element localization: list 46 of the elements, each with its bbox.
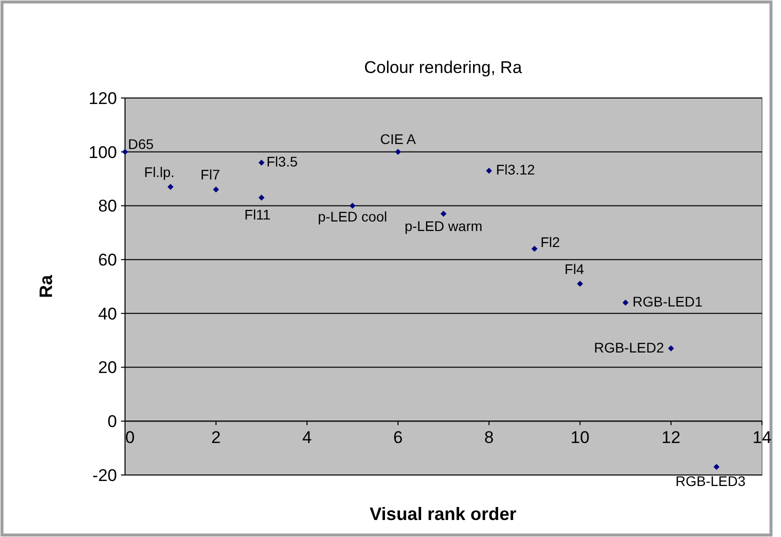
annotation: Fl2 (540, 234, 560, 250)
annotation: RGB-LED2 (594, 339, 664, 356)
y-tick-label: 120 (88, 88, 117, 108)
chart-title: Colour rendering, Ra (364, 58, 522, 77)
y-tick-label: 20 (98, 358, 117, 378)
annotation: Fl.lp. (144, 164, 174, 180)
y-tick-label: -20 (92, 466, 117, 485)
point (622, 300, 628, 306)
annotation: CIE A (380, 130, 417, 147)
x-tick-label: 6 (393, 428, 403, 448)
y-tick-label: 100 (88, 142, 117, 162)
annotation: Fl3.5 (266, 154, 298, 170)
annotation: Fl3.12 (496, 162, 536, 178)
y-tick-label: 60 (98, 250, 117, 270)
x-tick-label: 2 (211, 428, 221, 448)
point (213, 186, 219, 193)
x-tick-label: 0 (125, 428, 135, 448)
point (440, 210, 446, 217)
point (168, 184, 174, 190)
point (577, 280, 583, 287)
annotation: p-LED cool (318, 208, 388, 225)
y-tick-label: 0 (108, 412, 117, 432)
annotation: Fl7 (200, 166, 220, 183)
annotation: Fl11 (244, 206, 271, 223)
x-tick-label: 4 (302, 428, 312, 448)
x-axis-title: Visual rank order (370, 504, 516, 524)
annotation: D65 (128, 136, 154, 152)
x-tick-label: 8 (484, 428, 494, 448)
point (532, 246, 538, 252)
point (258, 160, 264, 166)
x-tick-label: 14 (752, 428, 772, 448)
point (258, 194, 264, 201)
y-axis-title: Ra (36, 274, 56, 298)
point (395, 148, 401, 155)
y-tick-label: 80 (98, 196, 117, 216)
annotation: RGB-LED1 (632, 294, 703, 310)
annotation: p-LED warm (404, 218, 482, 234)
annotation: Fl4 (564, 260, 584, 277)
annotation: RGB-LED3 (675, 472, 746, 489)
point (668, 345, 674, 352)
point (486, 168, 492, 174)
point (714, 464, 720, 470)
x-tick-label: 10 (570, 428, 590, 448)
point (350, 202, 356, 209)
x-tick-label: 12 (662, 428, 680, 448)
y-tick-label: 40 (98, 304, 117, 324)
